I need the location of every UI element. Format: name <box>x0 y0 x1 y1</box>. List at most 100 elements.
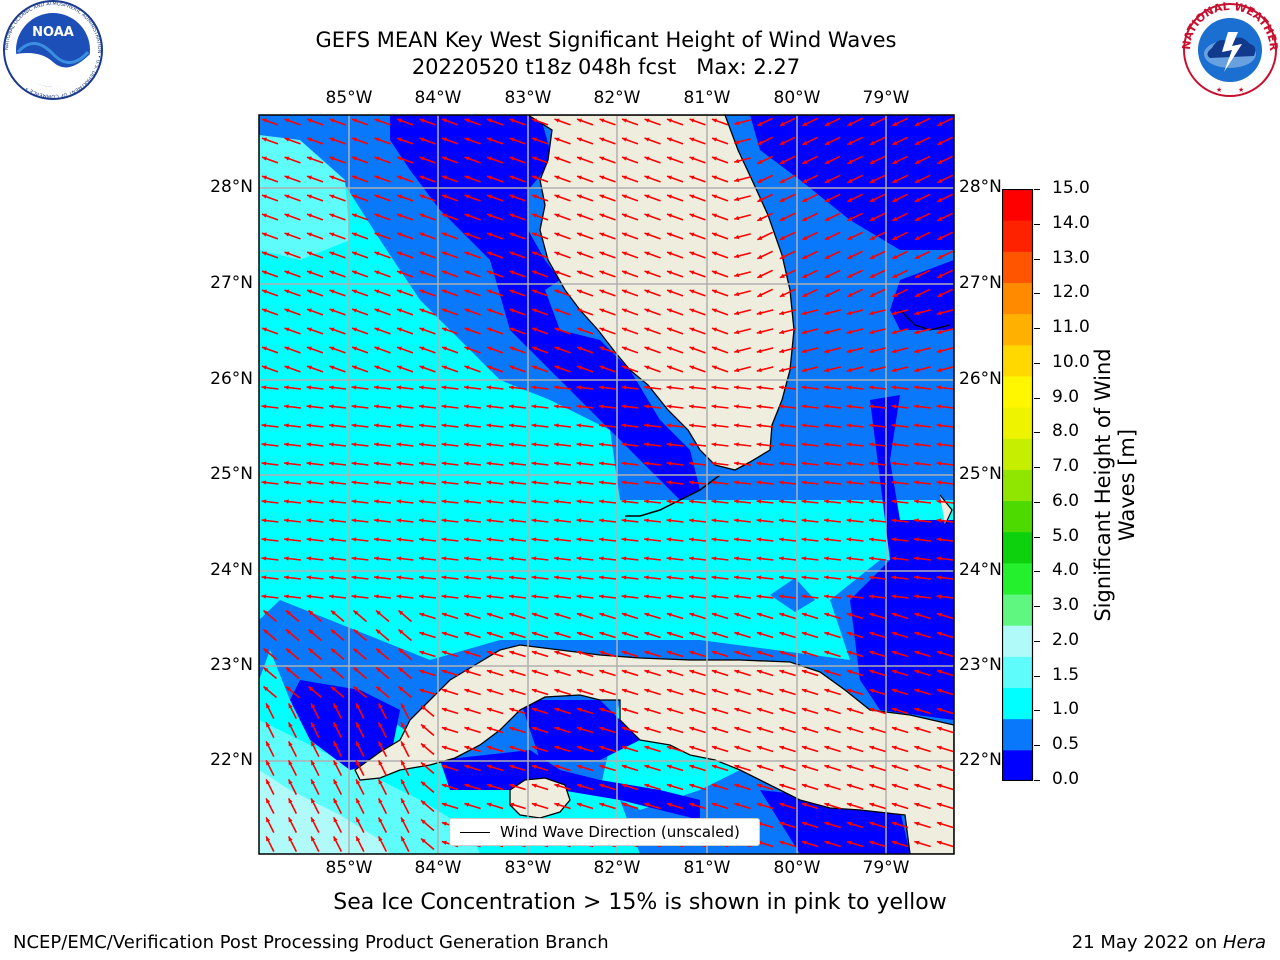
wave-direction-arrowhead <box>892 235 898 240</box>
wave-direction-arrowhead <box>441 745 447 750</box>
wave-direction-arrowhead <box>441 480 447 485</box>
wave-direction-arrowhead <box>734 745 740 750</box>
wave-direction-arrowhead <box>306 556 312 561</box>
wave-direction-arrowhead <box>374 537 379 542</box>
wave-direction-arrowhead <box>801 499 807 504</box>
wave-direction-arrowhead <box>306 575 312 580</box>
wave-direction-arrowhead <box>419 461 424 466</box>
wave-field-cay-sal <box>770 578 815 612</box>
wave-direction-arrowhead <box>801 537 807 542</box>
wave-direction-arrowhead <box>374 404 379 409</box>
wave-direction-arrowhead <box>532 308 537 313</box>
wave-direction-arrowhead <box>531 783 537 788</box>
wave-direction-arrowhead <box>285 648 291 654</box>
wave-direction-arrowhead <box>734 385 739 390</box>
wave-direction-arrowhead <box>330 648 336 654</box>
wave-direction-arrowhead <box>419 308 425 313</box>
wave-direction-arrowhead <box>352 194 357 199</box>
wave-direction-arrowhead <box>599 327 605 332</box>
wave-direction-arrowhead <box>356 703 361 709</box>
wave-direction-arrowhead <box>734 442 739 447</box>
wave-direction-arrowhead <box>779 688 785 693</box>
wave-direction-arrowhead <box>756 423 762 428</box>
wave-direction-arrowhead <box>622 365 627 370</box>
wave-direction-arrowhead <box>487 156 492 161</box>
wave-direction-arrowhead <box>487 327 492 332</box>
wave-direction-arrowhead <box>734 480 739 485</box>
wave-direction-arrowhead <box>531 745 537 750</box>
wave-direction-arrowhead <box>464 537 469 542</box>
wave-direction-arrowhead <box>734 518 739 523</box>
wave-direction-arrowhead <box>891 499 897 504</box>
wave-direction-arrowhead <box>284 213 290 218</box>
wave-direction-arrowhead <box>756 594 762 599</box>
lon-tick-bottom: 80°W <box>773 858 821 878</box>
wave-direction-arrowhead <box>846 367 852 373</box>
wave-direction-arrowhead <box>378 741 383 747</box>
wave-direction-arrowhead <box>284 518 289 523</box>
wave-direction-arrowhead <box>531 537 537 542</box>
wave-direction-arrowhead <box>846 726 852 731</box>
wave-direction-arrowhead <box>621 385 627 390</box>
wave-direction-arrowhead <box>936 575 942 580</box>
wave-direction-arrowhead <box>846 783 852 788</box>
wave-direction-arrowhead <box>351 575 357 580</box>
wave-direction-arrowhead <box>441 594 447 599</box>
wave-direction-arrowhead <box>644 442 649 447</box>
wave-direction-arrowhead <box>396 442 402 447</box>
wave-direction-arrowhead <box>869 121 875 126</box>
wave-direction-arrowhead <box>869 235 875 240</box>
wave-direction-arrowhead <box>891 726 897 731</box>
wave-direction-arrowhead <box>756 707 762 712</box>
wave-direction-arrowhead <box>351 385 357 390</box>
wave-direction-arrowhead <box>667 346 672 351</box>
wave-direction-arrowhead <box>262 194 267 199</box>
wave-direction-arrowhead <box>666 631 672 636</box>
wave-direction-arrowhead <box>891 783 897 788</box>
wave-direction-arrowhead <box>487 194 492 199</box>
wave-direction-arrowhead <box>689 802 695 807</box>
wave-direction-arrowhead <box>756 329 762 335</box>
lon-tick-bottom: 81°W <box>683 858 731 878</box>
wave-direction-arrowhead <box>711 726 717 731</box>
colorbar-tick-label: 7.0 <box>1052 456 1080 477</box>
wave-direction-arrowhead <box>824 292 830 297</box>
wave-direction-arrowhead <box>307 289 312 294</box>
colorbar-tick-mark <box>1034 467 1040 469</box>
wave-direction-arrowhead <box>352 327 357 332</box>
wave-direction-arrowhead <box>308 686 314 692</box>
wave-direction-arrowhead <box>891 461 897 466</box>
wave-direction-arrowhead <box>285 667 291 673</box>
wave-direction-arrowhead <box>801 802 807 807</box>
wave-direction-arrowhead <box>576 404 582 409</box>
wave-direction-arrowhead <box>937 121 943 126</box>
wave-direction-arrowhead <box>892 292 898 297</box>
wave-direction-arrowhead <box>396 385 402 390</box>
wave-direction-arrowhead <box>892 197 898 202</box>
wave-direction-arrowhead <box>352 156 357 161</box>
colorbar-tick-mark <box>1034 745 1040 747</box>
wave-direction-arrowhead <box>311 836 316 842</box>
wave-direction-arrowhead <box>846 385 852 390</box>
wave-direction-arrowhead <box>351 537 357 542</box>
wave-direction-arrowhead <box>801 348 807 354</box>
lat-tick-left: 26°N <box>210 369 253 389</box>
wave-direction-arrowhead <box>936 688 942 693</box>
colorbar-tick-label: 9.0 <box>1052 386 1080 407</box>
wave-direction-arrowhead <box>824 650 830 655</box>
wave-direction-arrowhead <box>532 194 537 199</box>
wave-direction-arrowhead <box>441 669 447 674</box>
wave-direction-arrowhead <box>644 385 649 390</box>
wave-direction-arrowhead <box>936 726 942 731</box>
wave-direction-arrowhead <box>756 650 762 655</box>
wave-direction-arrowhead <box>891 745 897 750</box>
wave-direction-arrowhead <box>914 385 919 390</box>
wave-direction-arrowhead <box>869 423 874 428</box>
wave-direction-arrowhead <box>622 118 627 123</box>
wave-direction-arrowhead <box>576 612 582 617</box>
wave-direction-arrowhead <box>666 802 672 807</box>
wave-direction-arrowhead <box>351 404 357 409</box>
wave-direction-arrowhead <box>531 575 537 580</box>
footer-date-text: 21 May 2022 on <box>1071 932 1223 953</box>
wave-direction-arrowhead <box>509 707 515 712</box>
